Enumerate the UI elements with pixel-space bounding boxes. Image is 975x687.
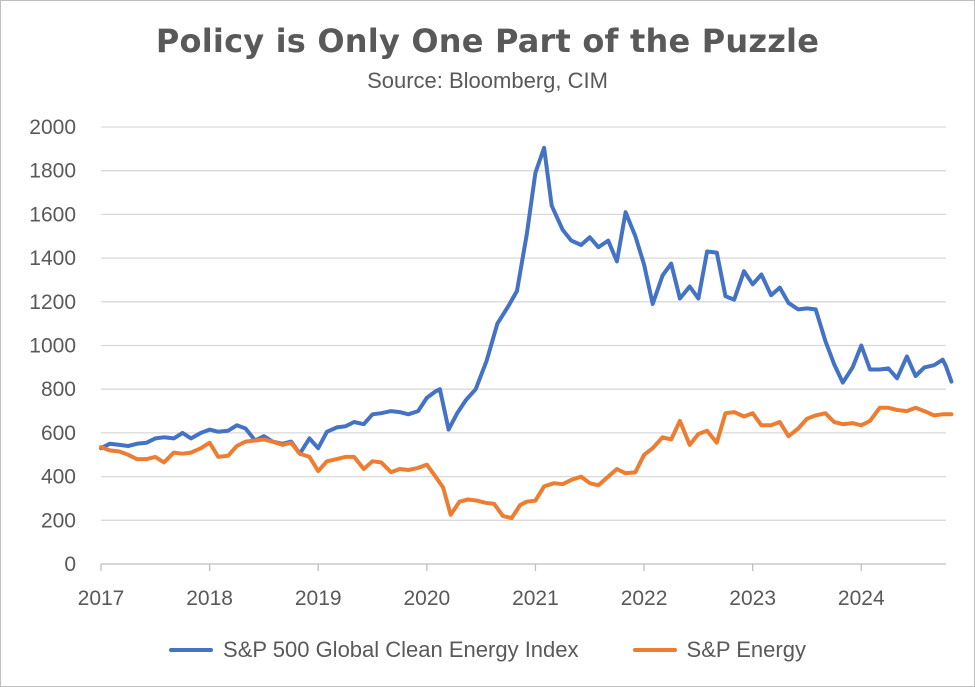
x-tick-label-2024: 2024	[838, 587, 885, 610]
y-tick-label-1000: 1000	[29, 335, 76, 358]
y-tick-label-1800: 1800	[29, 160, 76, 183]
y-tick-label-200: 200	[41, 509, 76, 532]
legend-label-energy: S&P Energy	[686, 637, 806, 662]
y-tick-label-800: 800	[41, 378, 76, 401]
legend-swatch-energy	[632, 648, 677, 652]
x-tick-label-2018: 2018	[186, 587, 233, 610]
y-tick-label-1200: 1200	[29, 291, 76, 314]
legend-item-energy: S&P Energy	[632, 637, 806, 663]
y-tick-label-600: 600	[41, 422, 76, 445]
y-tick-label-1600: 1600	[29, 203, 76, 226]
chart-title: Policy is Only One Part of the Puzzle	[155, 22, 820, 60]
series-line-clean-energy	[99, 145, 954, 456]
legend-label-clean-energy: S&P 500 Global Clean Energy Index	[223, 637, 579, 662]
x-tick-label-2021: 2021	[512, 587, 559, 610]
y-tick-label-2000: 2000	[29, 116, 76, 139]
legend-item-clean-energy: S&P 500 Global Clean Energy Index	[169, 637, 579, 663]
y-tick-label-0: 0	[64, 553, 76, 576]
y-tick-label-1400: 1400	[29, 247, 76, 270]
chart-subtitle: Source: Bloomberg, CIM	[367, 68, 608, 93]
x-tick-label-2022: 2022	[621, 587, 668, 610]
chart-legend: S&P 500 Global Clean Energy Index S&P En…	[0, 633, 975, 667]
x-tick-label-2020: 2020	[403, 587, 450, 610]
x-tick-label-2019: 2019	[295, 587, 342, 610]
y-tick-label-400: 400	[41, 466, 76, 489]
x-tick-label-2023: 2023	[729, 587, 776, 610]
series-line-energy	[99, 405, 954, 521]
x-tick-label-2017: 2017	[78, 587, 125, 610]
legend-swatch-clean-energy	[169, 648, 214, 652]
